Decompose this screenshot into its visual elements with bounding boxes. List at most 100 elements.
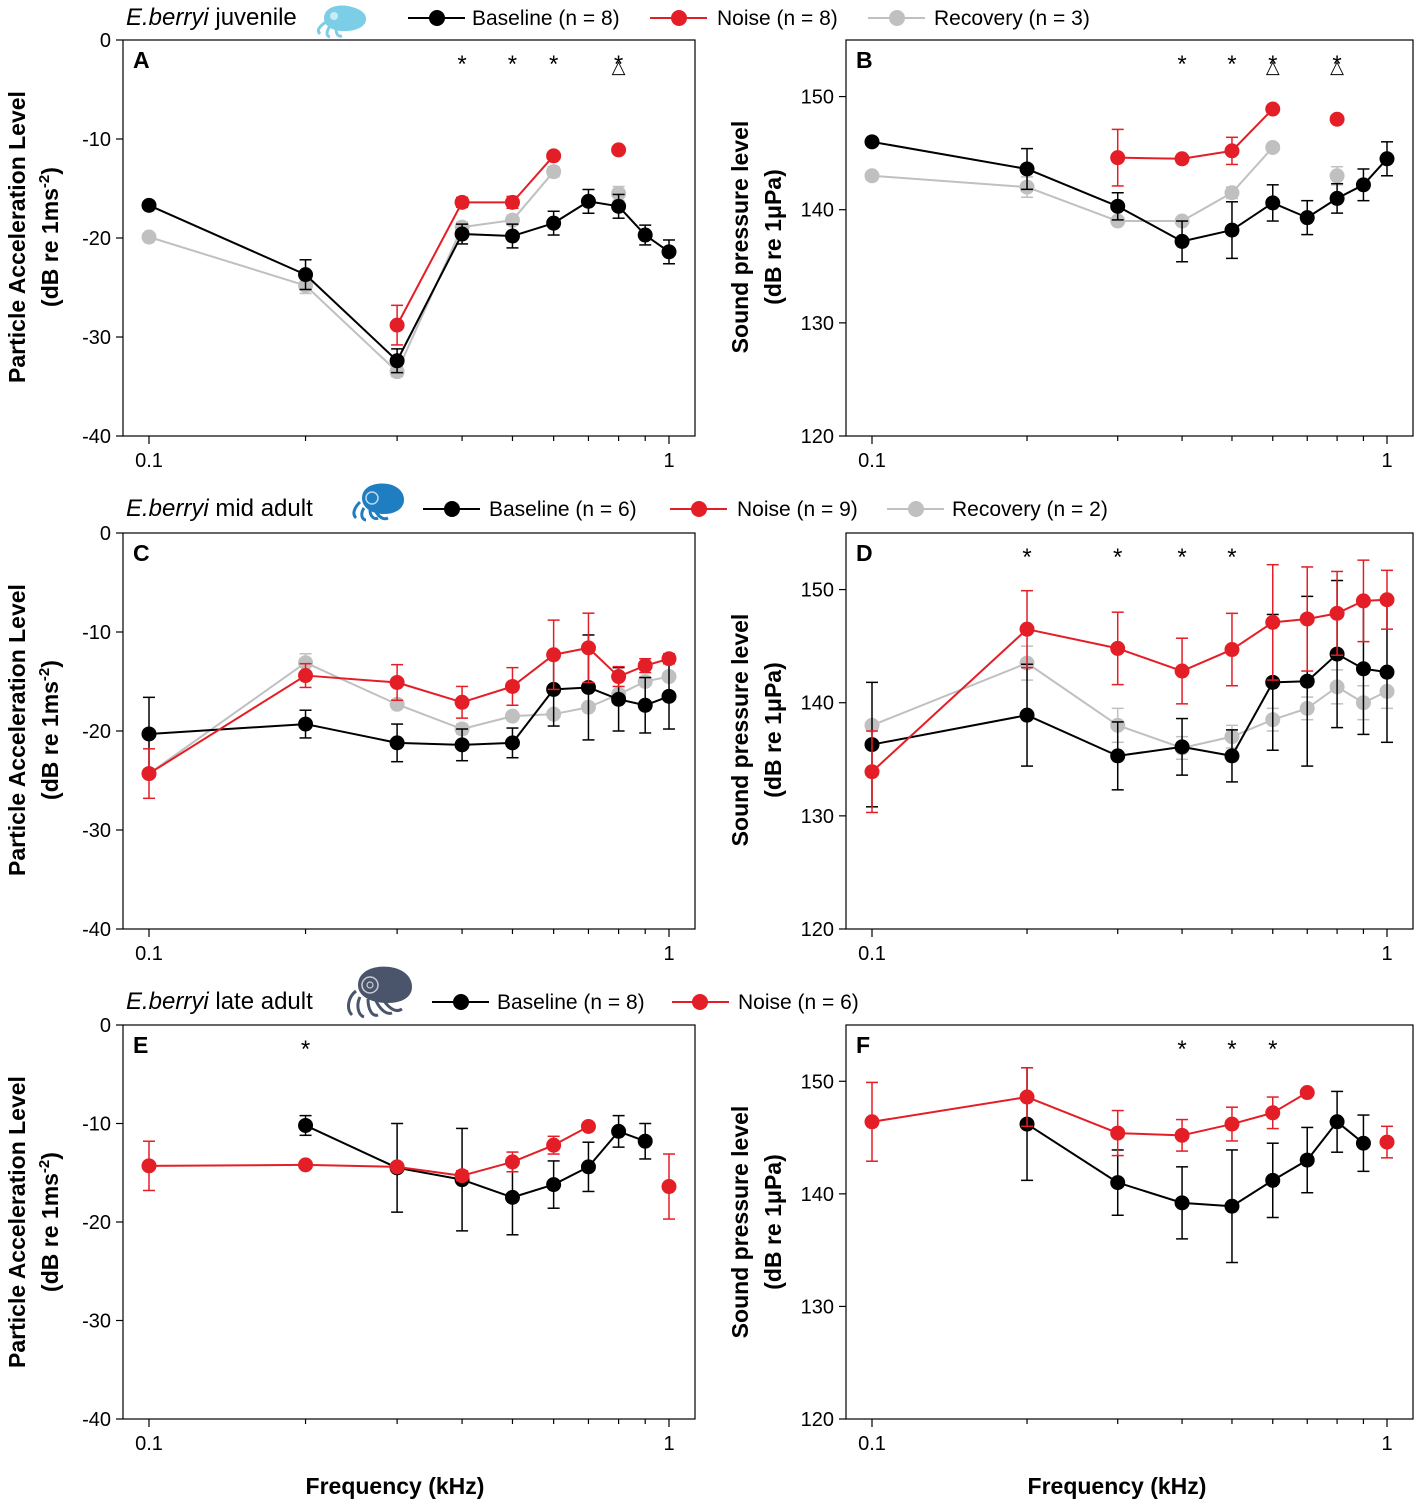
series-line-segment <box>1306 1121 1338 1161</box>
legend-item-recovery: Recovery (n = 2) <box>887 498 1108 521</box>
data-point-baseline <box>1379 151 1395 167</box>
data-point-noise <box>611 142 627 158</box>
series-line-segment <box>461 219 513 229</box>
series-line-segment <box>396 681 463 704</box>
x-tick-label: 0.1 <box>135 1433 163 1455</box>
juvenile-cuttlefish-icon <box>316 5 366 39</box>
series-baseline <box>864 134 1395 263</box>
data-point-noise <box>661 1179 677 1195</box>
data-point-baseline <box>1224 748 1240 764</box>
series-line-segment <box>587 1130 620 1168</box>
panel-C: C0 -10 -20 -30 -40 0.1 1 <box>82 523 696 965</box>
significance-star: * <box>1022 544 1031 571</box>
significance-triangle: △ <box>1330 57 1344 77</box>
x-tick-label: 1 <box>663 450 674 472</box>
series-line-segment <box>305 723 398 744</box>
panel-label: A <box>133 47 150 73</box>
series-line-segment <box>1117 724 1183 749</box>
series-baseline <box>298 1114 653 1236</box>
data-point-noise <box>389 1159 405 1175</box>
data-point-recovery <box>611 185 627 201</box>
data-point-noise <box>298 1157 314 1173</box>
significance-star: * <box>301 1036 310 1063</box>
series-line-segment <box>148 236 306 287</box>
series-line-segment <box>1231 1179 1274 1208</box>
data-point-noise <box>611 669 627 685</box>
significance-star: * <box>1227 544 1236 571</box>
x-tick-label: 0.1 <box>858 943 886 965</box>
data-point-baseline <box>637 1133 653 1149</box>
data-point-baseline <box>141 197 157 213</box>
data-point-baseline <box>454 737 470 753</box>
svg-text:Sound pressure level: Sound pressure level <box>727 1106 753 1339</box>
series-line-segment <box>305 674 398 684</box>
legend-label: Recovery (n = 2) <box>952 498 1108 521</box>
data-point-recovery <box>1265 139 1281 155</box>
y-tick-label: 140 <box>801 200 834 222</box>
legend-label: Noise (n = 8) <box>717 7 838 30</box>
series-line-segment <box>871 628 1028 773</box>
series-line-segment <box>148 204 306 276</box>
legend-label: Recovery (n = 3) <box>934 7 1090 30</box>
data-point-baseline <box>141 726 157 742</box>
significance-star: * <box>508 51 517 78</box>
data-point-noise <box>1329 111 1345 127</box>
data-point-noise <box>504 194 520 210</box>
significance-star: * <box>549 51 558 78</box>
series-line-segment <box>304 284 398 373</box>
series-line-segment <box>1231 621 1274 651</box>
legend-label: Noise (n = 6) <box>738 991 859 1014</box>
significance-star: * <box>1268 1036 1277 1063</box>
data-point-noise <box>1224 642 1240 658</box>
y-tick-label: -20 <box>82 228 111 250</box>
legend-item-baseline: Baseline (n = 8) <box>432 991 645 1014</box>
data-point-noise <box>1174 663 1190 679</box>
data-point-baseline <box>661 688 677 704</box>
panel-label: F <box>856 1032 870 1058</box>
significance-star: * <box>1177 51 1186 78</box>
x-tick-label: 1 <box>1381 1433 1392 1455</box>
series-line-segment <box>461 715 513 730</box>
data-point-baseline <box>1110 748 1126 764</box>
data-point-baseline <box>1110 1175 1126 1191</box>
late-adult-cuttlefish-icon <box>347 966 412 1019</box>
series-line-segment <box>461 685 513 704</box>
series-line-segment <box>1181 229 1233 243</box>
data-point-recovery <box>1224 185 1240 201</box>
series-line-segment <box>1181 648 1233 672</box>
data-point-noise <box>389 674 405 690</box>
series-line-segment <box>305 1163 398 1168</box>
series-line-segment <box>462 233 513 238</box>
series-line-segment <box>1181 735 1233 749</box>
data-point-baseline <box>298 716 314 732</box>
series-line-segment <box>396 233 463 362</box>
data-point-baseline <box>1174 739 1190 755</box>
series-line-segment <box>511 688 555 744</box>
data-point-baseline <box>1355 177 1371 193</box>
legend-item-noise: Noise (n = 9) <box>670 498 858 521</box>
data-point-baseline <box>611 198 627 214</box>
plot-frame <box>845 1024 1414 1420</box>
series-line-segment <box>148 674 307 775</box>
data-point-baseline <box>1174 1195 1190 1211</box>
data-point-baseline <box>1355 1135 1371 1151</box>
plot-frame <box>122 1024 696 1420</box>
y-tick-label: -30 <box>82 820 111 842</box>
series-line-segment <box>396 703 463 730</box>
y-tick-label: -40 <box>82 1409 111 1431</box>
data-point-noise <box>504 1154 520 1170</box>
y-tick-label: 0 <box>100 30 111 52</box>
data-point-baseline <box>1299 673 1315 689</box>
series-line-segment <box>305 661 398 706</box>
data-point-baseline <box>1224 222 1240 238</box>
y-tick-label: 140 <box>801 1184 834 1206</box>
svg-text:E.berryi mid adult: E.berryi mid adult <box>126 495 313 522</box>
data-point-noise <box>141 766 157 782</box>
data-point-baseline <box>611 691 627 707</box>
svg-text:(dB re 1μPa): (dB re 1μPa) <box>760 662 786 798</box>
series-line-segment <box>148 1163 306 1167</box>
data-point-noise <box>546 647 562 663</box>
panel-A: A0-10-20-30-400.1 1* * * *△ <box>82 30 696 472</box>
significance-star: * <box>1268 51 1277 78</box>
